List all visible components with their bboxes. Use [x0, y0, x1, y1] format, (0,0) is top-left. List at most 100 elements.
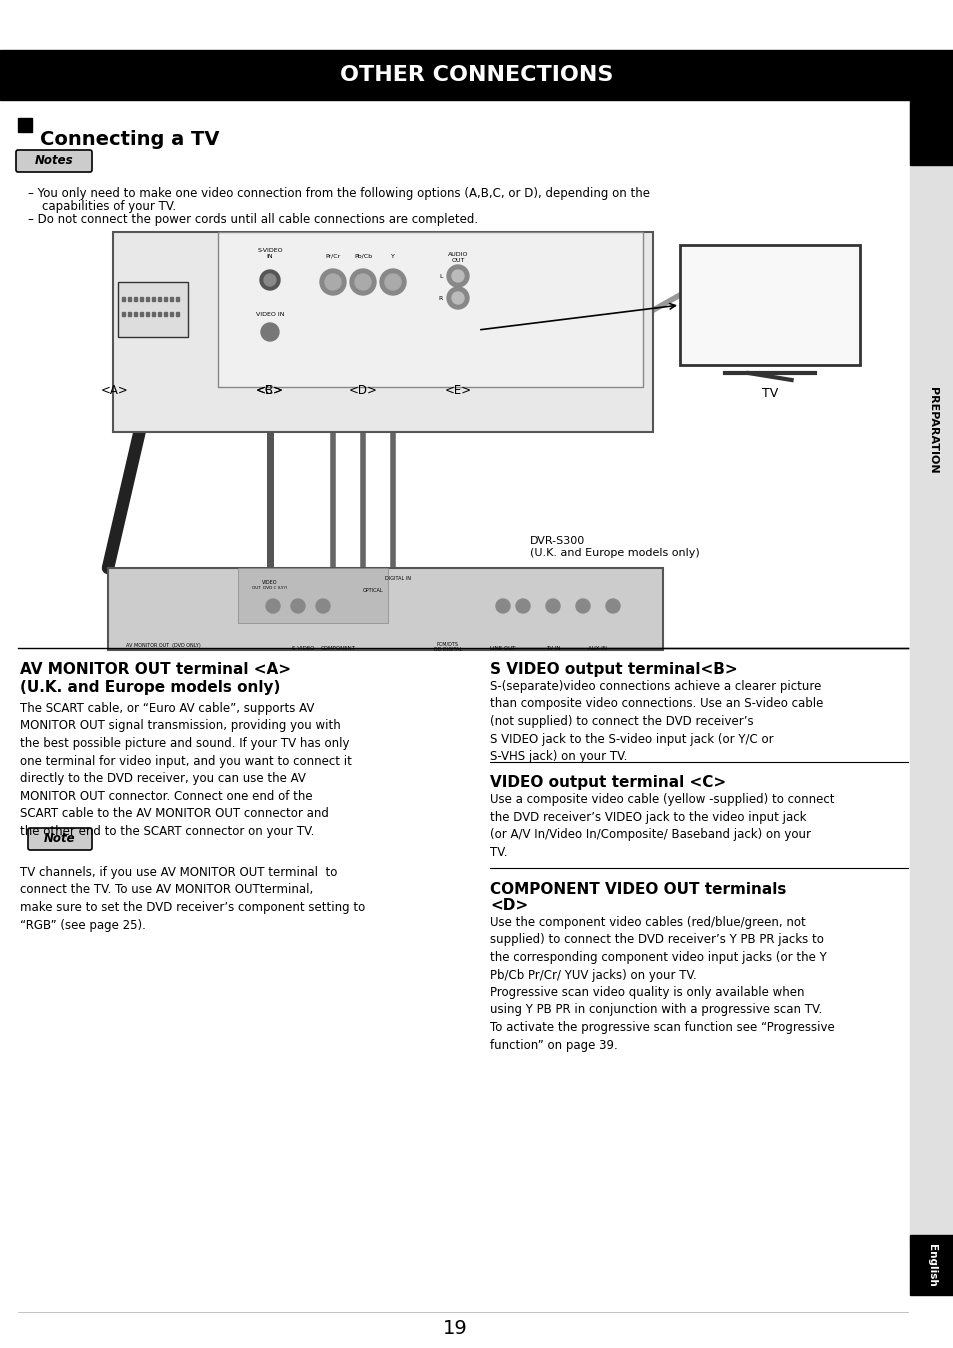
Text: <C>: <C>: [255, 383, 284, 396]
Circle shape: [447, 287, 469, 309]
Bar: [679, 245, 859, 365]
Bar: [146, 297, 149, 301]
Bar: [175, 311, 179, 315]
Bar: [164, 297, 167, 301]
Text: OPTICAL: OPTICAL: [362, 588, 383, 593]
Circle shape: [315, 599, 330, 613]
Text: – Do not connect the power cords until all cable connections are completed.: – Do not connect the power cords until a…: [28, 213, 477, 226]
Text: OUT  DVD C (LY?): OUT DVD C (LY?): [252, 586, 288, 590]
Text: Pb/Cb: Pb/Cb: [354, 253, 372, 259]
Bar: [158, 311, 161, 315]
Text: VIDEO output terminal <C>: VIDEO output terminal <C>: [490, 775, 725, 790]
Text: TV: TV: [761, 387, 778, 400]
Text: VIDEO IN: VIDEO IN: [255, 311, 284, 317]
Text: (U.K. and Europe models only): (U.K. and Europe models only): [20, 679, 280, 696]
Bar: [237, 568, 388, 623]
Text: LINE OUT: LINE OUT: [490, 646, 516, 651]
Circle shape: [452, 293, 463, 305]
Bar: [218, 232, 642, 387]
Text: – You only need to make one video connection from the following options (A,B,C, : – You only need to make one video connec…: [28, 187, 649, 200]
Circle shape: [355, 274, 371, 290]
Text: <B>: <B>: [255, 383, 284, 396]
Text: COMPONENT VIDEO OUT terminals: COMPONENT VIDEO OUT terminals: [490, 882, 785, 896]
Bar: [170, 297, 172, 301]
Bar: [133, 297, 137, 301]
Text: TV IN: TV IN: [545, 646, 559, 651]
Text: Y: Y: [391, 253, 395, 259]
Text: R: R: [438, 295, 442, 301]
Text: TV channels, if you use AV MONITOR OUT terminal  to
connect the TV. To use AV MO: TV channels, if you use AV MONITOR OUT t…: [20, 865, 365, 931]
Bar: [158, 297, 161, 301]
Bar: [152, 297, 154, 301]
Bar: [909, 1235, 953, 1295]
Text: <D>: <D>: [490, 898, 528, 913]
Bar: [133, 311, 137, 315]
Text: Connecting a TV: Connecting a TV: [40, 129, 219, 150]
Circle shape: [379, 270, 406, 295]
Bar: [118, 282, 188, 337]
FancyBboxPatch shape: [28, 828, 91, 851]
Bar: [108, 568, 662, 650]
Bar: [140, 311, 143, 315]
Text: <A>: <A>: [101, 383, 129, 396]
Text: VIDEO: VIDEO: [262, 580, 277, 585]
Text: AV MONITOR OUT  (DVD ONLY): AV MONITOR OUT (DVD ONLY): [126, 643, 200, 648]
Circle shape: [264, 274, 275, 286]
Text: 19: 19: [442, 1318, 467, 1337]
Circle shape: [385, 274, 400, 290]
Text: Use a composite video cable (yellow -supplied) to connect
the DVD receiver’s VID: Use a composite video cable (yellow -sup…: [490, 793, 834, 859]
Circle shape: [452, 270, 463, 282]
Circle shape: [350, 270, 375, 295]
Text: PCM/DTS
DD DIGITAL: PCM/DTS DD DIGITAL: [434, 642, 461, 652]
Circle shape: [325, 274, 340, 290]
Text: S-VIDEO
IN: S-VIDEO IN: [257, 248, 282, 259]
Bar: [18, 119, 32, 132]
Circle shape: [266, 599, 280, 613]
Circle shape: [576, 599, 589, 613]
Text: Notes: Notes: [34, 155, 73, 167]
Text: S VIDEO output terminal<B>: S VIDEO output terminal<B>: [490, 662, 737, 677]
Bar: [0, 50, 953, 100]
Bar: [909, 100, 953, 164]
Bar: [175, 297, 179, 301]
Text: DVR-S300
(U.K. and Europe models only): DVR-S300 (U.K. and Europe models only): [530, 537, 699, 558]
Circle shape: [516, 599, 530, 613]
Text: S-(separate)video connections achieve a clearer picture
than composite video con: S-(separate)video connections achieve a …: [490, 679, 822, 763]
Text: English: English: [926, 1244, 936, 1286]
Circle shape: [545, 599, 559, 613]
Bar: [152, 311, 154, 315]
Bar: [122, 297, 125, 301]
Text: Use the component video cables (red/blue/green, not
supplied) to connect the DVD: Use the component video cables (red/blue…: [490, 917, 834, 1051]
Text: COMPONENT: COMPONENT: [320, 646, 355, 651]
Bar: [164, 311, 167, 315]
Text: <D>: <D>: [348, 383, 377, 396]
Text: The SCART cable, or “Euro AV cable”, supports AV
MONITOR OUT signal transmission: The SCART cable, or “Euro AV cable”, sup…: [20, 702, 352, 837]
FancyBboxPatch shape: [16, 150, 91, 173]
Text: L: L: [439, 274, 442, 279]
Text: <E>: <E>: [444, 383, 471, 396]
Bar: [128, 297, 131, 301]
Bar: [146, 311, 149, 315]
Text: S VIDEO: S VIDEO: [292, 646, 314, 651]
Text: 2: 2: [919, 115, 943, 150]
Circle shape: [496, 599, 510, 613]
Circle shape: [291, 599, 305, 613]
Circle shape: [319, 270, 346, 295]
Bar: [122, 311, 125, 315]
Bar: [128, 311, 131, 315]
Circle shape: [261, 324, 278, 341]
Text: Note: Note: [44, 833, 75, 845]
Text: AUX IN: AUX IN: [588, 646, 607, 651]
Circle shape: [447, 266, 469, 287]
Bar: [112, 232, 652, 431]
Circle shape: [260, 270, 280, 290]
Text: capabilities of your TV.: capabilities of your TV.: [42, 200, 176, 213]
Text: Pr/Cr: Pr/Cr: [325, 253, 340, 259]
Text: OTHER CONNECTIONS: OTHER CONNECTIONS: [340, 65, 613, 85]
Bar: [909, 100, 953, 1248]
Circle shape: [605, 599, 619, 613]
Text: DIGITAL IN: DIGITAL IN: [385, 576, 411, 581]
Bar: [140, 297, 143, 301]
Text: AUDIO
OUT: AUDIO OUT: [447, 252, 468, 263]
Text: PREPARATION: PREPARATION: [927, 387, 937, 473]
